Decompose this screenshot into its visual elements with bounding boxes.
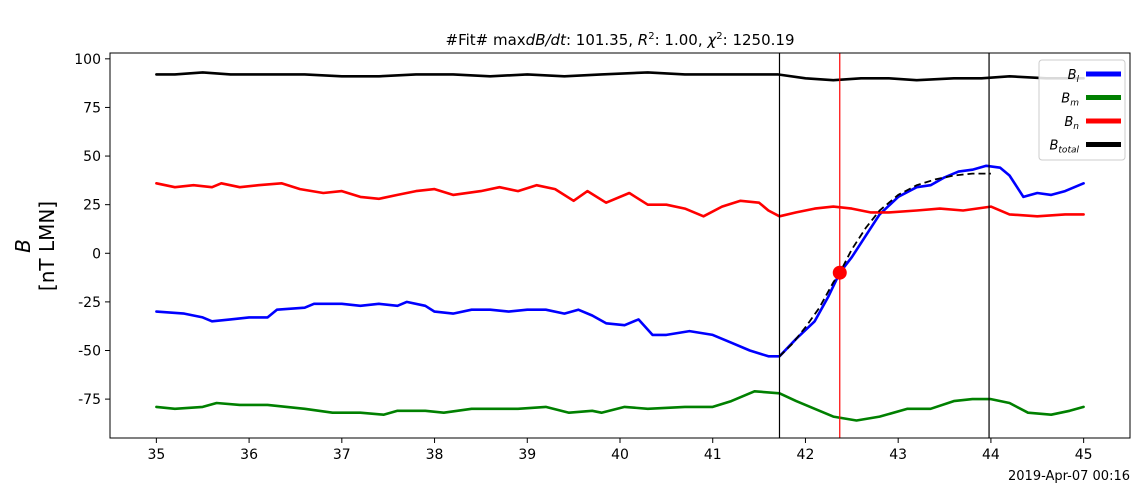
legend-label-main: B — [1049, 139, 1058, 154]
legend-box — [1038, 59, 1126, 161]
title-chi-value: : 1250.19 — [723, 31, 795, 49]
legend-label: Btotal — [1049, 139, 1079, 156]
legend-item-b-m: Bm — [1061, 92, 1121, 109]
axes: 35 36 37 38 39 40 41 42 43 44 45 -75 -50 -25 0 25 50 75 10… — [74, 52, 1131, 463]
x-tick-label-42: 42 — [797, 447, 815, 463]
legend-label: Bl — [1068, 68, 1080, 85]
x-tick-label-36: 36 — [240, 447, 258, 463]
legend-label-main: B — [1064, 115, 1073, 130]
y-axis-label-symbol: B — [11, 239, 35, 253]
plot-inner — [155, 53, 1085, 438]
legend-label-sub: total — [1058, 146, 1079, 156]
y-tick-label--25: -25 — [78, 295, 101, 311]
legend-label-main: B — [1061, 92, 1070, 107]
title-r: R — [638, 31, 648, 49]
legend-item-b-l: Bl — [1068, 68, 1121, 85]
chart-title: #Fit# maxdB/dt: 101.35, R2: 1.00, χ2: 12… — [446, 31, 795, 49]
y-tick-label--75: -75 — [78, 392, 101, 408]
title-chi: χ — [706, 31, 717, 49]
max-slope-marker — [832, 265, 847, 280]
fit-curve — [778, 172, 991, 357]
plot-area — [155, 53, 1085, 438]
x-tick-label-45: 45 — [1075, 447, 1093, 463]
title-r-value: : 1.00, — [655, 31, 708, 49]
legend-item-b-n: Bn — [1064, 115, 1121, 132]
y-axis-label: B [nT LMN] — [11, 201, 59, 291]
series-line-b-m — [155, 390, 1085, 422]
x-tick-label-43: 43 — [889, 447, 907, 463]
x-tick-label-37: 37 — [333, 447, 351, 463]
series-line-b-total — [155, 71, 1085, 82]
legend-label-sub: m — [1070, 99, 1079, 109]
legend-label-main: B — [1068, 68, 1077, 83]
title-r-sup: 2 — [648, 31, 654, 42]
y-tick-label--50: -50 — [78, 344, 101, 360]
y-tick-label-75: 75 — [83, 100, 101, 116]
y-tick-label-0: 0 — [92, 246, 101, 262]
legend-label-sub: n — [1073, 122, 1079, 132]
x-tick-label-41: 41 — [704, 447, 722, 463]
title-dbdt-value: : 101.35, — [566, 31, 638, 49]
title-chi-sup: 2 — [716, 31, 722, 42]
y-axis-label-unit: [nT LMN] — [35, 201, 59, 291]
legend-label-sub: l — [1076, 75, 1079, 85]
x-tick-label-39: 39 — [518, 447, 536, 463]
x-tick-label-38: 38 — [426, 447, 444, 463]
legend-item-b-total: Btotal — [1049, 139, 1121, 156]
corner-timestamp: 2019-Apr-07 00:16 — [1008, 469, 1130, 484]
title-dbdt: dB/dt — [526, 31, 567, 49]
x-tick-label-40: 40 — [611, 447, 629, 463]
title-prefix: #Fit# max — [446, 31, 526, 49]
y-tick-label-25: 25 — [83, 198, 101, 214]
series-line-b-n — [155, 182, 1085, 218]
legend-label: Bn — [1064, 115, 1079, 132]
y-tick-label-50: 50 — [83, 149, 101, 165]
x-tick-label-35: 35 — [147, 447, 165, 463]
series-line-b-l — [155, 164, 1085, 358]
legend-label: Bm — [1061, 92, 1079, 109]
y-tick-label-100: 100 — [74, 52, 101, 68]
x-tick-label-44: 44 — [982, 447, 1000, 463]
